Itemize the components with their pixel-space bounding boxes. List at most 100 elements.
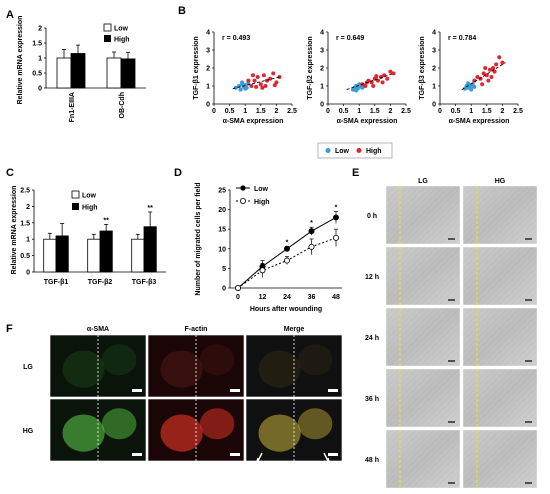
bar-low	[106, 57, 122, 89]
column-label: LG	[418, 178, 428, 185]
micrograph-texture	[386, 308, 460, 366]
y-tick-label: 1	[320, 84, 324, 91]
y-tick-label: 15	[218, 227, 226, 234]
cell-signal	[199, 408, 235, 440]
y-tick-label: 4	[432, 30, 436, 37]
chart-d: 0 5 10 15 20 25 0 12 24 36 48 * * * Hours after woundi…	[195, 182, 342, 313]
x-tick-label: 1.5	[482, 108, 492, 115]
data-point-high	[259, 267, 266, 274]
scatter-point-high	[486, 78, 491, 83]
scatter-point-low	[469, 87, 474, 92]
y-tick-label: 3	[432, 48, 436, 55]
x-tick-label: 1	[357, 108, 361, 115]
y-tick-label: 20	[218, 207, 226, 214]
scatter-point-low	[238, 87, 243, 92]
y-tick-label: 0	[320, 102, 324, 109]
panel-label-a: A	[6, 9, 14, 21]
significance-mark: *	[335, 205, 338, 212]
x-axis-label: α-SMA expression	[449, 118, 510, 125]
cell-signal	[258, 350, 301, 388]
scale-bar	[230, 453, 240, 456]
x-tick-label: 1	[243, 108, 247, 115]
scatter-point-high	[374, 74, 379, 79]
x-tick-label: Fn1-EIIIA	[69, 92, 76, 122]
scatter-legend: Low High	[317, 142, 393, 159]
cell-signal	[62, 414, 105, 452]
cell-signal	[297, 408, 333, 440]
x-tick-label: 2	[274, 108, 278, 115]
legend-high-swatch	[72, 203, 79, 210]
x-tick-label: 0	[236, 294, 240, 301]
legend-high-swatch	[104, 35, 111, 42]
scale-bar	[230, 389, 240, 392]
scatter-point-high	[487, 67, 492, 72]
x-tick-label: 0	[326, 108, 330, 115]
scatter-point-high	[246, 78, 251, 83]
y-tick-label: 2.5	[20, 188, 30, 195]
cell-signal	[62, 350, 105, 388]
y-tick-label: 5	[222, 266, 226, 273]
micrograph-texture	[386, 430, 460, 488]
significance-mark: *	[286, 239, 289, 246]
x-tick-label: 36	[308, 294, 316, 301]
y-tick-label: 1	[432, 84, 436, 91]
y-axis-label: TGF-β1 expression	[193, 36, 200, 99]
bar-low	[43, 238, 57, 273]
correlation-label: r = 0.649	[336, 35, 364, 42]
micrograph-texture	[463, 186, 537, 244]
y-tick-label: 3	[206, 48, 210, 55]
y-tick-label: 0	[432, 102, 436, 109]
x-tick-label: 0	[438, 108, 442, 115]
legend-low-label: Low	[114, 26, 129, 33]
x-tick-label: 48	[332, 294, 340, 301]
row-label: 48 h	[365, 457, 379, 464]
column-label: Merge	[284, 326, 305, 333]
scatter-point-high	[391, 71, 396, 76]
row-label: 24 h	[365, 335, 379, 342]
x-tick-label: 1.5	[256, 108, 266, 115]
scatter-point-high	[254, 84, 259, 89]
x-axis-label: Hours after wounding	[250, 306, 322, 313]
legend-high-label: High	[82, 205, 98, 212]
y-tick-label: 10	[218, 246, 226, 253]
scatter-point-low	[472, 84, 477, 89]
y-tick-label: 2	[432, 66, 436, 73]
scatter-point-high	[385, 76, 390, 81]
correlation-label: r = 0.493	[222, 35, 250, 42]
y-tick-label: 3	[320, 48, 324, 55]
y-tick-label: 2	[320, 66, 324, 73]
micrograph-texture	[386, 247, 460, 305]
scatter-point-high	[363, 84, 368, 88]
legend-low-swatch	[103, 23, 112, 32]
x-tick-label: TGF-β1	[44, 279, 69, 286]
bar-high	[99, 230, 113, 273]
x-tick-label: 0.5	[225, 108, 235, 115]
bar-high	[120, 58, 136, 89]
column-label: HG	[495, 178, 506, 185]
scatter-point-high	[271, 71, 276, 76]
legend-high-label: High	[366, 148, 382, 155]
legend-marker-low	[240, 185, 246, 191]
scatter-point-high	[500, 60, 505, 65]
scatter-point-high	[388, 69, 393, 74]
scale-bar	[328, 389, 338, 392]
arrow-marker	[255, 452, 263, 466]
row-label: HG	[23, 428, 34, 435]
scatter-point-high	[261, 73, 266, 78]
fluorescence-image	[245, 334, 343, 398]
correlation-label: r = 0.784	[448, 35, 476, 42]
y-tick-label: 25	[218, 188, 226, 195]
y-tick-label: 0	[222, 286, 226, 293]
y-tick-label: 0	[38, 86, 42, 93]
x-tick-label: 24	[283, 294, 291, 301]
y-tick-label: 2	[26, 204, 30, 211]
x-tick-label: 12	[259, 294, 267, 301]
scatter-point-high	[260, 85, 265, 90]
scatter-point-low	[354, 88, 359, 93]
scatter-point-low	[233, 85, 238, 90]
scale-bar	[132, 389, 142, 392]
cell-signal	[160, 414, 203, 452]
y-tick-label: 4	[320, 30, 324, 37]
column-label: F-actin	[185, 326, 208, 333]
